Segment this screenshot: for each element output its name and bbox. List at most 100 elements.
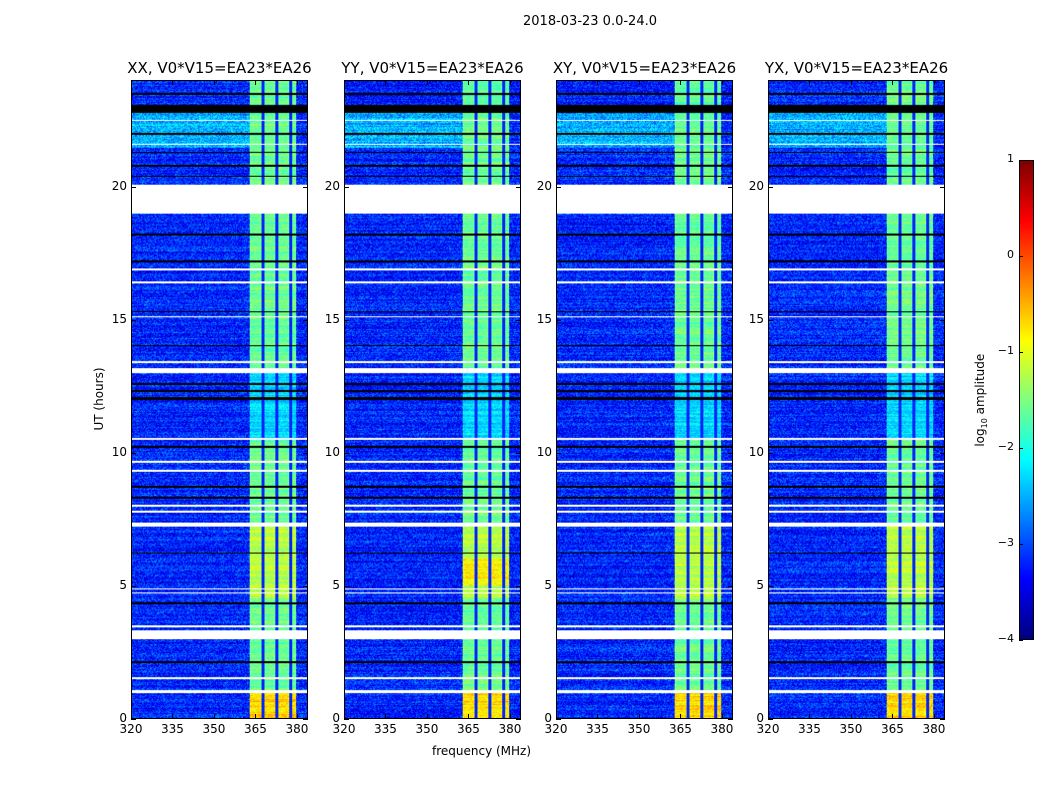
spectrogram-image bbox=[557, 81, 732, 718]
colorbar-tick-label: −2 bbox=[997, 440, 1014, 453]
x-tick-label: 380 bbox=[498, 722, 522, 736]
x-tick-mark bbox=[556, 714, 557, 719]
x-axis-label: frequency (MHz) bbox=[432, 744, 532, 758]
x-tick-mark bbox=[680, 714, 682, 719]
spectrogram-panel bbox=[131, 80, 308, 719]
y-tick-mark bbox=[131, 186, 136, 188]
colorbar-tick-label: 1 bbox=[1007, 152, 1014, 165]
y-tick-mark bbox=[516, 452, 521, 454]
y-tick-mark bbox=[303, 186, 308, 188]
x-tick-mark bbox=[213, 714, 215, 719]
x-tick-label: 350 bbox=[202, 722, 226, 736]
y-tick-label: 5 bbox=[756, 577, 764, 592]
y-tick-mark bbox=[556, 719, 561, 720]
x-tick-label: 380 bbox=[710, 722, 734, 736]
x-tick-mark bbox=[721, 80, 723, 85]
y-tick-label: 10 bbox=[324, 444, 340, 459]
x-tick-mark bbox=[131, 714, 132, 719]
y-tick-label: 0 bbox=[756, 711, 764, 725]
x-tick-mark bbox=[850, 80, 852, 85]
y-tick-mark bbox=[516, 719, 521, 720]
y-tick-mark bbox=[344, 719, 349, 720]
y-tick-label: 20 bbox=[324, 178, 340, 193]
x-tick-label: 365 bbox=[457, 722, 480, 736]
y-tick-mark bbox=[728, 319, 733, 321]
x-tick-label: 350 bbox=[415, 722, 439, 736]
colorbar-tick-label: −3 bbox=[997, 536, 1014, 549]
panel-title: YX, V0*V15=EA23*EA26 bbox=[764, 59, 949, 77]
x-tick-label: 365 bbox=[881, 722, 904, 736]
spectrogram-image bbox=[132, 81, 307, 718]
y-tick-mark bbox=[768, 452, 773, 454]
x-tick-label: 335 bbox=[586, 722, 609, 736]
x-tick-mark bbox=[638, 714, 640, 719]
x-tick-label: 350 bbox=[839, 722, 863, 736]
y-tick-mark bbox=[556, 585, 561, 587]
y-tick-label: 10 bbox=[536, 444, 552, 459]
x-tick-mark bbox=[892, 80, 894, 85]
colorbar-tick-mark bbox=[1019, 448, 1023, 449]
y-tick-label: 20 bbox=[748, 178, 764, 193]
y-tick-mark bbox=[556, 186, 561, 188]
y-tick-mark bbox=[940, 319, 945, 321]
spectrogram-image bbox=[769, 81, 944, 718]
y-tick-label: 20 bbox=[111, 178, 127, 193]
y-tick-mark bbox=[768, 319, 773, 321]
colorbar-tick-mark bbox=[1019, 256, 1023, 257]
x-tick-mark bbox=[296, 80, 298, 85]
colorbar-tick-label: −4 bbox=[997, 632, 1014, 645]
x-tick-label: 320 bbox=[119, 722, 143, 736]
panel-title: YY, V0*V15=EA23*EA26 bbox=[341, 59, 524, 77]
x-tick-mark bbox=[426, 80, 428, 85]
y-tick-mark bbox=[131, 719, 136, 720]
spectrogram-panel bbox=[556, 80, 733, 719]
y-tick-mark bbox=[940, 585, 945, 587]
y-tick-label: 15 bbox=[748, 311, 764, 326]
y-tick-mark bbox=[768, 719, 773, 720]
x-tick-label: 335 bbox=[374, 722, 397, 736]
y-tick-mark bbox=[940, 719, 945, 720]
colorbar-tick-mark bbox=[1019, 640, 1023, 641]
y-tick-mark bbox=[728, 452, 733, 454]
y-tick-label: 0 bbox=[119, 711, 127, 725]
panel-title: XY, V0*V15=EA23*EA26 bbox=[552, 59, 737, 77]
x-tick-mark bbox=[131, 80, 132, 85]
y-tick-mark bbox=[131, 452, 136, 454]
x-tick-mark bbox=[255, 80, 257, 85]
x-tick-mark bbox=[509, 80, 511, 85]
x-tick-mark bbox=[344, 80, 345, 85]
x-tick-mark bbox=[556, 80, 557, 85]
colorbar-tick-label: −1 bbox=[997, 344, 1014, 357]
x-tick-mark bbox=[850, 714, 852, 719]
y-tick-mark bbox=[303, 319, 308, 321]
x-tick-label: 320 bbox=[332, 722, 356, 736]
y-tick-label: 5 bbox=[332, 577, 340, 592]
y-tick-mark bbox=[516, 585, 521, 587]
x-tick-mark bbox=[597, 714, 599, 719]
x-tick-mark bbox=[638, 80, 640, 85]
y-tick-mark bbox=[303, 585, 308, 587]
x-tick-label: 365 bbox=[669, 722, 692, 736]
panel-title: XX, V0*V15=EA23*EA26 bbox=[127, 59, 312, 77]
x-tick-mark bbox=[933, 80, 935, 85]
x-tick-label: 365 bbox=[244, 722, 267, 736]
y-axis-label: UT (hours) bbox=[92, 367, 106, 431]
y-tick-label: 15 bbox=[536, 311, 552, 326]
x-tick-mark bbox=[468, 714, 470, 719]
x-tick-mark bbox=[468, 80, 470, 85]
x-tick-mark bbox=[344, 714, 345, 719]
x-tick-mark bbox=[597, 80, 599, 85]
spectrogram-panel bbox=[344, 80, 521, 719]
x-tick-mark bbox=[172, 80, 174, 85]
x-tick-mark bbox=[768, 714, 769, 719]
y-tick-label: 0 bbox=[332, 711, 340, 725]
y-tick-mark bbox=[131, 319, 136, 321]
x-tick-label: 350 bbox=[627, 722, 651, 736]
y-tick-mark bbox=[728, 186, 733, 188]
x-tick-mark bbox=[255, 714, 257, 719]
colorbar-label: log10 amplitude bbox=[972, 353, 990, 447]
y-tick-label: 15 bbox=[324, 311, 340, 326]
y-tick-mark bbox=[344, 585, 349, 587]
x-tick-mark bbox=[385, 80, 387, 85]
